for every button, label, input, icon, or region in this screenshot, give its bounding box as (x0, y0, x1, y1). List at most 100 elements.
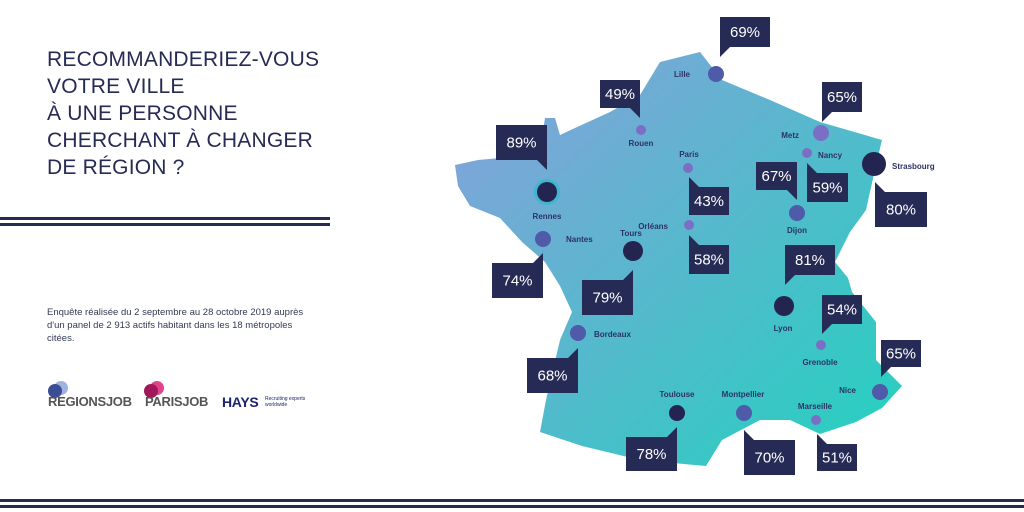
city-label-lille: Lille (674, 70, 691, 79)
city-label-lyon: Lyon (774, 324, 793, 333)
value-label-toulouse: 78% (636, 446, 666, 463)
value-bubble-strasbourg (875, 192, 927, 227)
bubble-tail (689, 235, 699, 245)
value-bubble-metz (822, 82, 862, 112)
value-label-rouen: 49% (605, 86, 635, 103)
city-label-dijon: Dijon (787, 226, 807, 235)
city-dot-bordeaux (570, 325, 586, 341)
value-label-dijon: 67% (761, 168, 791, 185)
bubble-tail (630, 108, 640, 118)
city-label-montpellier: Montpellier (722, 390, 765, 399)
city-dot-tours (623, 241, 643, 261)
value-label-strasbourg: 80% (886, 202, 916, 219)
value-bubble-dijon (756, 162, 797, 190)
value-bubble-grenoble (822, 295, 862, 324)
regionsjob-logo: REGIONSJOB (48, 394, 132, 409)
value-bubble-bordeaux (527, 358, 578, 393)
value-bubble-nice (881, 340, 921, 367)
value-label-marseille: 51% (822, 450, 852, 467)
value-label-lyon: 81% (795, 252, 825, 269)
bubble-tail (807, 163, 817, 173)
city-dot-toulouse (669, 405, 685, 421)
bubble-tail (667, 427, 677, 437)
value-bubble-lille (720, 17, 770, 47)
city-dot-rennes (537, 182, 557, 202)
bubble-tail (822, 324, 832, 334)
value-label-orleans: 58% (694, 252, 724, 269)
bubble-tail (785, 275, 795, 285)
city-label-nantes: Nantes (566, 235, 593, 244)
bubble-tail (881, 367, 891, 377)
hays-tagline: Recruiting experts worldwide (265, 396, 306, 408)
title-divider (0, 217, 330, 220)
value-label-nice: 65% (886, 346, 916, 363)
city-dot-paris (683, 163, 693, 173)
bubble-tail (787, 190, 797, 200)
city-dot-nancy (802, 148, 812, 158)
city-dot-nantes (535, 231, 551, 247)
city-label-nice: Nice (839, 386, 856, 395)
city-dot-metz (813, 125, 829, 141)
value-bubble-nancy (807, 173, 848, 202)
city-dot-nice (872, 384, 888, 400)
value-label-montpellier: 70% (754, 450, 784, 467)
title-line: CHERCHANT À CHANGER (47, 129, 313, 152)
value-label-bordeaux: 68% (537, 368, 567, 385)
bubble-tail (533, 253, 543, 263)
city-label-nancy: Nancy (818, 151, 843, 160)
parisjob-logo: PARISJOB (145, 394, 209, 409)
title-line: DE RÉGION ? (47, 156, 185, 179)
footer-divider (0, 505, 1024, 508)
value-label-metz: 65% (827, 89, 857, 106)
hays-logo: HAYS (222, 394, 259, 410)
title-divider (0, 223, 330, 226)
bubble-tail (623, 270, 633, 280)
value-bubble-rouen (600, 80, 640, 108)
value-label-nancy: 59% (812, 180, 842, 197)
value-label-paris: 43% (694, 193, 724, 210)
value-label-rennes: 89% (506, 135, 536, 152)
logos: REGIONSJOB PARISJOB HAYS Recruiting expe… (45, 380, 325, 412)
value-bubble-paris (689, 187, 729, 215)
city-label-orleans: Orléans (638, 222, 668, 231)
value-bubble-orleans (689, 245, 729, 274)
value-bubble-tours (582, 280, 633, 315)
survey-note: Enquête réalisée du 2 septembre au 28 oc… (47, 307, 304, 344)
city-dot-lille (708, 66, 724, 82)
city-label-grenoble: Grenoble (802, 358, 838, 367)
city-dot-rouen (636, 125, 646, 135)
city-dot-grenoble (816, 340, 826, 350)
footer-divider (0, 499, 1024, 502)
bubble-tail (817, 434, 827, 444)
bubble-tail (744, 430, 754, 440)
value-bubble-montpellier (744, 440, 795, 475)
bubble-tail (875, 182, 885, 192)
city-label-tours: Tours (620, 229, 642, 238)
bubble-tail (720, 47, 730, 57)
bubble-tail (537, 160, 547, 170)
value-bubble-toulouse (626, 437, 677, 471)
value-label-nantes: 74% (502, 273, 532, 290)
city-label-marseille: Marseille (798, 402, 833, 411)
bubble-tail (689, 177, 699, 187)
city-label-bordeaux: Bordeaux (594, 330, 631, 339)
value-bubble-marseille (817, 444, 857, 471)
page-title: RECOMMANDERIEZ-VOUS VOTRE VILLE À UNE PE… (47, 46, 347, 181)
city-label-paris: Paris (679, 150, 699, 159)
city-label-rennes: Rennes (533, 212, 562, 221)
value-bubble-lyon (785, 245, 835, 275)
value-label-tours: 79% (592, 290, 622, 307)
title-line: À UNE PERSONNE (47, 102, 238, 125)
city-label-rouen: Rouen (629, 139, 654, 148)
city-label-toulouse: Toulouse (660, 390, 696, 399)
city-dot-marseille (811, 415, 821, 425)
city-label-metz: Metz (781, 131, 799, 140)
city-dot-lyon (774, 296, 794, 316)
value-bubble-rennes (496, 125, 547, 160)
city-dot-montpellier (736, 405, 752, 421)
value-label-lille: 69% (730, 24, 760, 41)
regionsjob-bubbles-icon (48, 381, 68, 398)
city-dot-orleans (684, 220, 694, 230)
city-dot-strasbourg (862, 152, 886, 176)
